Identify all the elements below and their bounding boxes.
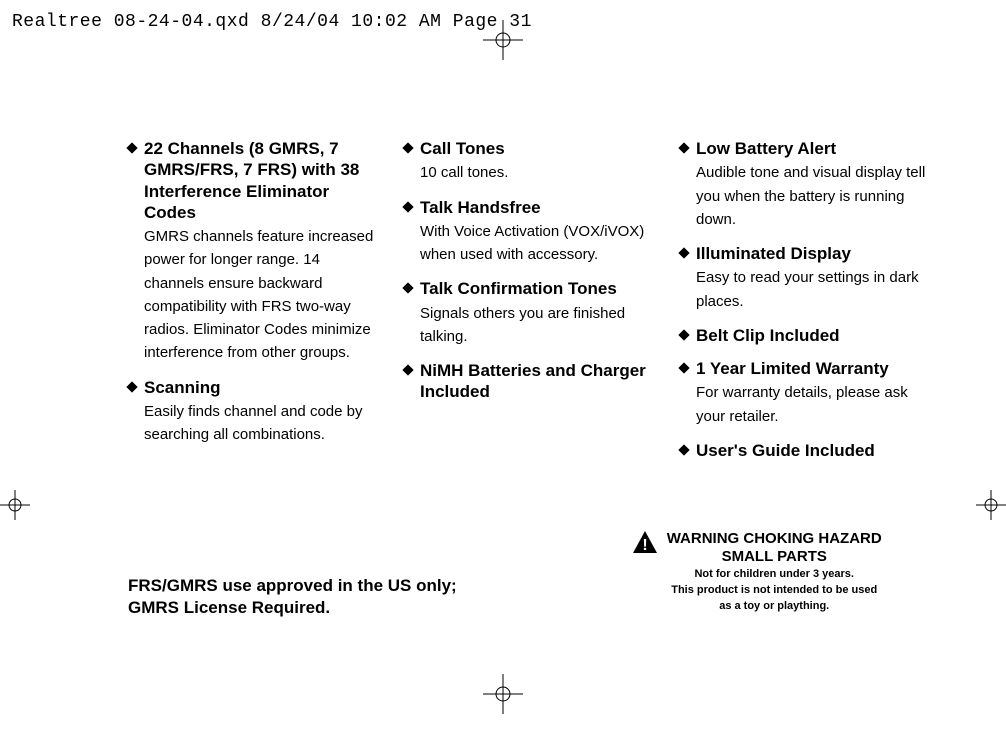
column-3: Low Battery Alert Audible tone and visua…	[680, 138, 936, 473]
warning-sub-3: as a toy or plaything.	[667, 600, 882, 614]
warning-sub-2: This product is not intended to be used	[667, 584, 882, 598]
regulatory-line-2: GMRS License Required.	[128, 598, 330, 617]
feature-title: Call Tones	[420, 138, 660, 159]
crop-mark-left	[0, 490, 30, 520]
bullet-diamond-icon	[678, 247, 689, 258]
feature-item: NiMH Batteries and Charger Included	[404, 360, 660, 403]
feature-title: 1 Year Limited Warranty	[696, 358, 936, 379]
prepress-header: Realtree 08-24-04.qxd 8/24/04 10:02 AM P…	[12, 12, 532, 32]
feature-title: Illuminated Display	[696, 243, 936, 264]
feature-title: Talk Handsfree	[420, 197, 660, 218]
feature-item: Talk Confirmation Tones Signals others y…	[404, 278, 660, 348]
regulatory-line-1: FRS/GMRS use approved in the US only;	[128, 576, 457, 595]
bullet-diamond-icon	[678, 329, 689, 340]
feature-title: Talk Confirmation Tones	[420, 278, 660, 299]
bullet-diamond-icon	[678, 362, 689, 373]
feature-desc: For warranty details, please ask your re…	[696, 381, 936, 428]
bullet-diamond-icon	[402, 201, 413, 212]
feature-item: Talk Handsfree With Voice Activation (VO…	[404, 197, 660, 267]
column-1: 22 Channels (8 GMRS, 7 GMRS/FRS, 7 FRS) …	[128, 138, 384, 473]
warning-triangle-icon: !	[632, 530, 658, 559]
feature-desc: Audible tone and visual display tell you…	[696, 161, 936, 231]
warning-sub-1: Not for children under 3 years.	[667, 568, 882, 582]
feature-desc: GMRS channels feature increased power fo…	[144, 225, 384, 365]
feature-item: Illuminated Display Easy to read your se…	[680, 243, 936, 313]
warning-box: ! WARNING CHOKING HAZARD SMALL PARTS Not…	[592, 530, 922, 613]
feature-title: Low Battery Alert	[696, 138, 936, 159]
feature-title: 22 Channels (8 GMRS, 7 GMRS/FRS, 7 FRS) …	[144, 138, 384, 223]
warning-title-1: WARNING CHOKING HAZARD	[667, 530, 882, 548]
feature-title: Belt Clip Included	[696, 325, 936, 346]
feature-item: Belt Clip Included	[680, 325, 936, 346]
crop-mark-top	[483, 20, 523, 60]
feature-item: User's Guide Included	[680, 440, 936, 461]
feature-item: Low Battery Alert Audible tone and visua…	[680, 138, 936, 231]
bullet-diamond-icon	[126, 142, 137, 153]
feature-desc: Signals others you are finished talking.	[420, 302, 660, 349]
bullet-diamond-icon	[402, 283, 413, 294]
svg-text:!: !	[643, 537, 648, 554]
bullet-diamond-icon	[678, 142, 689, 153]
crop-mark-right	[976, 490, 1006, 520]
bullet-diamond-icon	[402, 364, 413, 375]
feature-desc: Easy to read your settings in dark place…	[696, 266, 936, 313]
bullet-diamond-icon	[678, 444, 689, 455]
feature-desc: 10 call tones.	[420, 161, 660, 184]
feature-columns: 22 Channels (8 GMRS, 7 GMRS/FRS, 7 FRS) …	[128, 138, 936, 473]
bullet-diamond-icon	[402, 142, 413, 153]
feature-title: NiMH Batteries and Charger Included	[420, 360, 660, 403]
feature-item: Call Tones 10 call tones.	[404, 138, 660, 185]
column-2: Call Tones 10 call tones. Talk Handsfree…	[404, 138, 660, 473]
crop-mark-bottom	[483, 674, 523, 714]
feature-desc: With Voice Activation (VOX/iVOX) when us…	[420, 220, 660, 267]
feature-item: Scanning Easily finds channel and code b…	[128, 377, 384, 447]
bullet-diamond-icon	[126, 381, 137, 392]
regulatory-notice: FRS/GMRS use approved in the US only; GM…	[128, 575, 457, 619]
feature-item: 1 Year Limited Warranty For warranty det…	[680, 358, 936, 428]
warning-title-2: SMALL PARTS	[667, 548, 882, 566]
feature-item: 22 Channels (8 GMRS, 7 GMRS/FRS, 7 FRS) …	[128, 138, 384, 365]
feature-title: Scanning	[144, 377, 384, 398]
feature-desc: Easily finds channel and code by searchi…	[144, 400, 384, 447]
feature-title: User's Guide Included	[696, 440, 936, 461]
